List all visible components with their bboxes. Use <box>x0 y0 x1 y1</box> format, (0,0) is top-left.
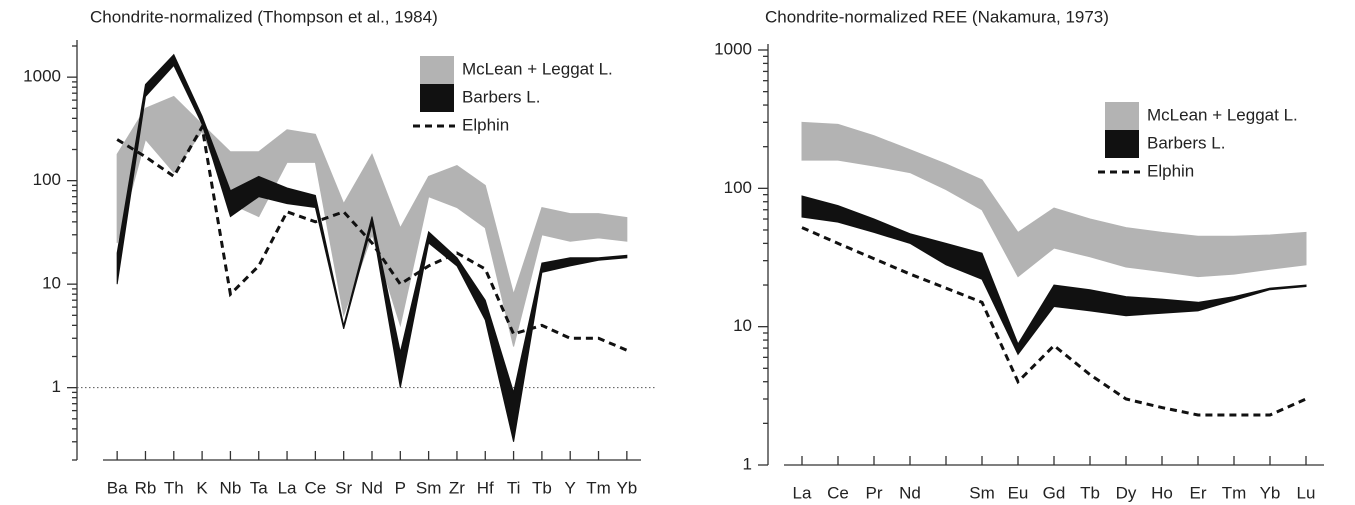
x-tick-label: Lu <box>1297 483 1316 502</box>
x-tick-label: Nd <box>899 483 921 502</box>
y-tick-label: 1 <box>743 454 752 473</box>
x-tick-label: Sr <box>335 478 352 497</box>
y-tick-label: 1000 <box>23 67 61 86</box>
y-tick-label: 1 <box>52 377 61 396</box>
legend-label: Barbers L. <box>1147 133 1225 152</box>
x-tick-label: Sm <box>969 483 995 502</box>
x-tick-label: Pr <box>866 483 883 502</box>
x-tick-label: Yb <box>616 478 637 497</box>
x-tick-label: Rb <box>135 478 157 497</box>
x-tick-label: Yb <box>1260 483 1281 502</box>
legend-label: Elphin <box>1147 161 1194 180</box>
legend-swatch <box>420 56 454 84</box>
x-tick-label: La <box>278 478 297 497</box>
x-tick-label: Tm <box>586 478 611 497</box>
data-line <box>116 122 628 352</box>
legend-label: McLean + Leggat L. <box>462 59 613 78</box>
x-tick-label: Gd <box>1043 483 1066 502</box>
range-band <box>116 53 628 442</box>
x-tick-label: Ce <box>827 483 849 502</box>
x-tick-label: Dy <box>1116 483 1137 502</box>
y-tick-label: 10 <box>733 316 752 335</box>
x-tick-label: Ho <box>1151 483 1173 502</box>
legend-swatch <box>1105 130 1139 158</box>
y-tick-label: 100 <box>33 170 61 189</box>
x-tick-label: Sm <box>416 478 442 497</box>
legend-swatch <box>1105 102 1139 130</box>
x-tick-label: Eu <box>1008 483 1029 502</box>
chart-title: Chondrite-normalized (Thompson et al., 1… <box>90 7 438 26</box>
data-line <box>801 226 1307 417</box>
x-tick-label: Tm <box>1222 483 1247 502</box>
x-tick-label: Nb <box>220 478 242 497</box>
x-tick-label: Th <box>164 478 184 497</box>
x-tick-label: Ta <box>250 478 269 497</box>
x-tick-label: Er <box>1190 483 1207 502</box>
x-tick-label: Zr <box>449 478 465 497</box>
legend-label: Barbers L. <box>462 87 540 106</box>
x-tick-label: Tb <box>1080 483 1100 502</box>
x-tick-label: P <box>395 478 406 497</box>
x-tick-label: Y <box>565 478 576 497</box>
range-band <box>801 121 1307 278</box>
x-tick-label: Ti <box>507 478 521 497</box>
legend-swatch <box>420 84 454 112</box>
x-tick-label: La <box>793 483 812 502</box>
y-tick-label: 10 <box>42 274 61 293</box>
x-tick-label: Hf <box>477 478 494 497</box>
legend-label: McLean + Leggat L. <box>1147 105 1298 124</box>
legend-label: Elphin <box>462 115 509 134</box>
x-tick-label: Ce <box>305 478 327 497</box>
range-band <box>801 195 1307 356</box>
x-tick-label: K <box>196 478 208 497</box>
chart-title: Chondrite-normalized REE (Nakamura, 1973… <box>765 7 1109 26</box>
x-tick-label: Tb <box>532 478 552 497</box>
y-tick-label: 1000 <box>714 39 752 58</box>
x-tick-label: Ba <box>107 478 128 497</box>
y-tick-label: 100 <box>724 178 752 197</box>
x-tick-label: Nd <box>361 478 383 497</box>
